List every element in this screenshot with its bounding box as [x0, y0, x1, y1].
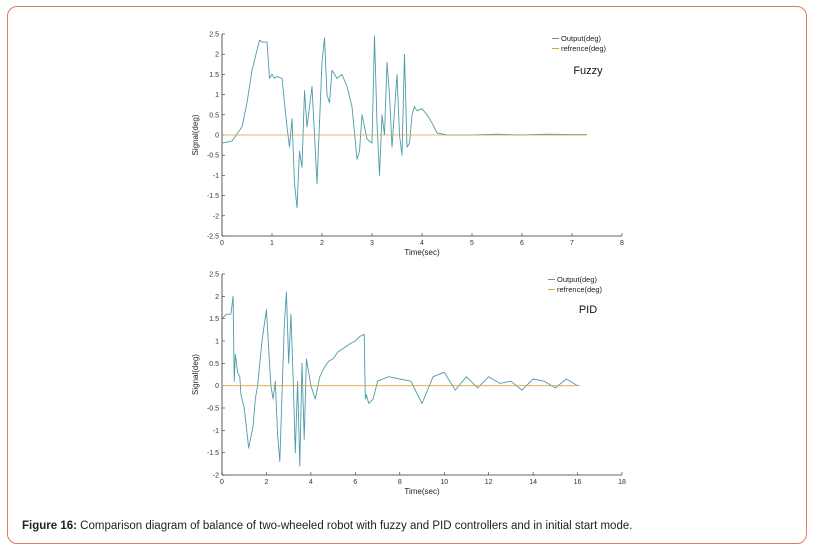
caption-text: Comparison diagram of balance of two-whe…: [76, 520, 633, 532]
chart1-x-tick-label: 7: [570, 240, 574, 247]
chart2-output-series-line: [221, 291, 578, 467]
chart2-legend-label: Output(deg): [557, 275, 598, 284]
chart2-x-tick-label: 8: [398, 479, 402, 486]
chart1-output-series-line: [221, 35, 587, 209]
chart1-y-tick-label: -1: [213, 173, 219, 180]
chart1-x-tick-label: 4: [420, 240, 424, 247]
chart2-y-tick-label: 0: [215, 383, 219, 390]
chart1-y-tick-label: 1.5: [209, 72, 219, 79]
chart1-legend-label: Output(deg): [561, 34, 602, 43]
chart2-y-tick-label: -2: [213, 473, 219, 480]
chart2-group: 2.521.510.50-0.5-1-1.5-20 2 4 6 8 10 12 14 16 18T…: [191, 272, 626, 497]
chart2-y-tick-label: -1.5: [207, 450, 219, 457]
chart2-x-tick-label: 6: [353, 479, 357, 486]
chart2-x-tick-label: 16: [574, 479, 582, 486]
chart2-y-tick-label: 1.5: [209, 316, 219, 323]
chart2-y-axis-label: Signal(deg): [191, 354, 200, 395]
chart1-y-tick-label: -0.5: [207, 153, 219, 160]
chart1-y-axis-label: Signal(deg): [191, 114, 200, 155]
chart1-x-tick-label: 6: [520, 240, 524, 247]
chart1-x-tick-label: 5: [470, 240, 474, 247]
chart1-title: Fuzzy: [573, 65, 603, 77]
chart1-y-tick-label: 1: [215, 92, 219, 99]
chart1-y-tick-label: 2.5: [209, 32, 219, 39]
chart2-x-tick-label: 4: [309, 479, 313, 486]
figure-frame: [7, 6, 807, 544]
chart2-x-tick-label: 0: [220, 479, 224, 486]
chart2-x-tick-label: 14: [529, 479, 537, 486]
chart2-title: PID: [579, 304, 597, 316]
caption-label: Figure 16:: [22, 520, 77, 532]
chart1-x-axis-label: Time(sec): [404, 248, 440, 257]
chart2-x-tick-label: 10: [440, 479, 448, 486]
chart2-y-tick-label: -0.5: [207, 406, 219, 413]
chart1-y-tick-label: -2: [213, 213, 219, 220]
chart2-x-tick-label: 12: [485, 479, 493, 486]
chart2-x-tick-label: 18: [618, 479, 626, 486]
chart1-y-tick-label: 2: [215, 52, 219, 59]
chart1-x-tick-label: 0: [220, 240, 224, 247]
chart1-x-tick-label: 8: [620, 240, 624, 247]
chart2-legend-label: refrence(deg): [557, 285, 603, 294]
chart1-x-tick-label: 3: [370, 240, 374, 247]
chart1-legend-label: refrence(deg): [561, 44, 607, 53]
chart2-y-tick-label: 2: [215, 294, 219, 301]
chart2-y-tick-label: 2.5: [209, 272, 219, 279]
chart1-group: 2.521.510.50-0.5-1-1.5-2-2.50 1 2 3 4 5 6 7 8Tim…: [191, 32, 624, 258]
chart2-x-tick-label: 2: [264, 479, 268, 486]
chart1-y-tick-label: 0.5: [209, 112, 219, 119]
chart1-y-tick-label: -1.5: [207, 193, 219, 200]
chart1-y-tick-label: -2.5: [207, 234, 219, 241]
chart2-y-tick-label: 0.5: [209, 361, 219, 368]
chart2-x-axis-label: Time(sec): [404, 487, 440, 496]
chart1-y-tick-label: 0: [215, 133, 219, 140]
chart1-x-tick-label: 2: [320, 240, 324, 247]
chart1-x-tick-label: 1: [270, 240, 274, 247]
chart2-y-tick-label: 1: [215, 339, 219, 346]
figure-caption: Figure 16: Comparison diagram of balance…: [22, 519, 792, 533]
chart2-y-tick-label: -1: [213, 428, 219, 435]
